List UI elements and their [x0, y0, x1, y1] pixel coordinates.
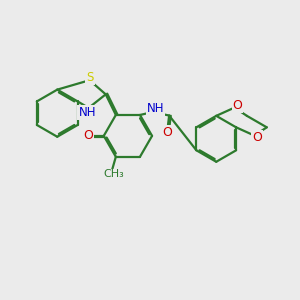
Text: O: O: [252, 131, 262, 144]
Text: O: O: [162, 126, 172, 140]
Text: S: S: [86, 71, 94, 84]
Text: NH: NH: [147, 102, 164, 115]
Text: CH₃: CH₃: [103, 169, 124, 179]
Text: O: O: [232, 99, 242, 112]
Text: O: O: [83, 129, 93, 142]
Text: NH: NH: [78, 106, 96, 119]
